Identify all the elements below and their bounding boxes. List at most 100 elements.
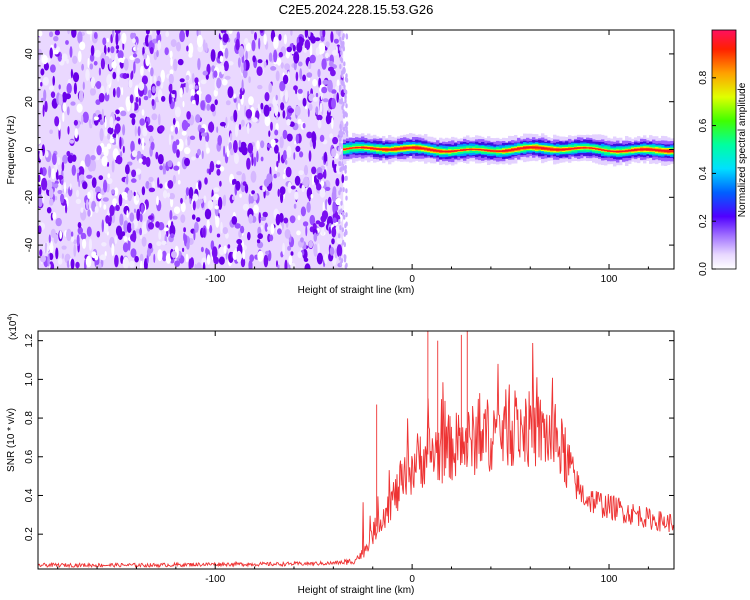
noise-blob [312,79,318,87]
noise-blob [294,175,301,186]
noise-blob [222,227,228,235]
noise-blob [184,147,191,155]
noise-blob [245,42,252,52]
noise-blob [308,150,312,162]
noise-blob [134,125,137,137]
noise-edge-blob [342,239,345,245]
noise-blob [246,122,250,135]
noise-blob [218,256,225,265]
noise-blob [157,249,163,262]
noise-blob [196,30,199,37]
noise-blob [129,212,135,222]
noise-blob [270,223,275,235]
noise-blob [217,79,222,88]
noise-blob [313,243,318,257]
noise-edge-blob [342,187,345,193]
noise-blob [215,215,220,228]
noise-blob [158,125,165,133]
signal-cell [391,148,395,151]
noise-blob [201,257,207,267]
noise-blob [185,121,189,130]
noise-blob [114,30,121,34]
noise-blob [196,217,201,222]
noise-blob [241,146,248,156]
signal-cell [517,147,521,150]
noise-blob [176,41,181,52]
noise-blob [173,206,181,214]
noise-edge-blob [342,41,345,46]
noise-blob [100,58,105,70]
noise-blob [130,72,133,80]
noise-blob [142,126,148,137]
noise-blob [65,40,69,45]
noise-blob [90,45,95,56]
noise-blob [54,30,61,36]
signal-cell [604,150,608,151]
noise-blob [298,170,304,176]
noise-edge-blob [341,227,344,233]
noise-blob [103,146,109,157]
noise-edge-blob [345,103,348,109]
noise-blob [329,246,335,256]
noise-edge-blob [345,73,348,79]
noise-blob [199,127,206,133]
noise-blob [114,129,117,135]
noise-blob [247,231,251,241]
noise-blob [170,233,175,239]
noise-blob [86,30,93,35]
noise-blob [112,30,115,38]
noise-edge-blob [342,33,345,39]
signal-cell [652,149,656,151]
signal-cell [556,148,560,151]
signal-cell [640,148,644,151]
noise-blob [49,129,53,135]
noise-blob [248,193,252,205]
noise-blob [220,64,225,75]
noise-blob [111,243,115,257]
noise-blob [260,102,264,110]
noise-blob [247,142,254,154]
noise-blob [223,60,229,72]
noise-blob [134,255,139,263]
noise-blob [90,155,96,161]
signal-cell [439,150,443,152]
noise-blob [162,190,168,199]
signal-cell [385,148,389,151]
noise-blob [186,111,191,120]
noise-blob [70,231,74,237]
noise-blob [214,205,219,210]
noise-blob [282,129,288,140]
noise-blob [227,244,231,249]
noise-blob [317,68,321,78]
noise-blob [299,68,303,80]
noise-blob [193,229,196,241]
noise-blob [319,42,326,55]
noise-blob [71,164,77,176]
signal-cell [460,149,464,151]
noise-edge-blob [339,124,342,129]
noise-blob [77,222,82,229]
noise-blob [233,109,238,123]
noise-blob [260,224,263,230]
signal-cell [586,147,590,149]
noise-blob [268,103,274,109]
noise-blob [147,125,154,133]
signal-cell [457,150,461,151]
snr-series [38,331,674,569]
noise-blob [330,31,334,43]
noise-blob [321,86,328,94]
noise-blob [228,30,233,34]
noise-blob [189,197,192,205]
signal-cell [562,148,566,151]
signal-cell [415,146,419,149]
noise-blob [54,43,57,49]
noise-blob [130,32,135,40]
signal-cell [487,149,491,152]
noise-blob [99,201,102,208]
signal-cell [352,147,356,149]
noise-blob [93,32,98,39]
colorbar: 0.0 0.2 0.4 0.6 0.8 Normalized spectral ampl… [698,29,748,276]
noise-blob [42,76,49,86]
noise-blob [302,97,307,107]
noise-blob [304,30,309,38]
